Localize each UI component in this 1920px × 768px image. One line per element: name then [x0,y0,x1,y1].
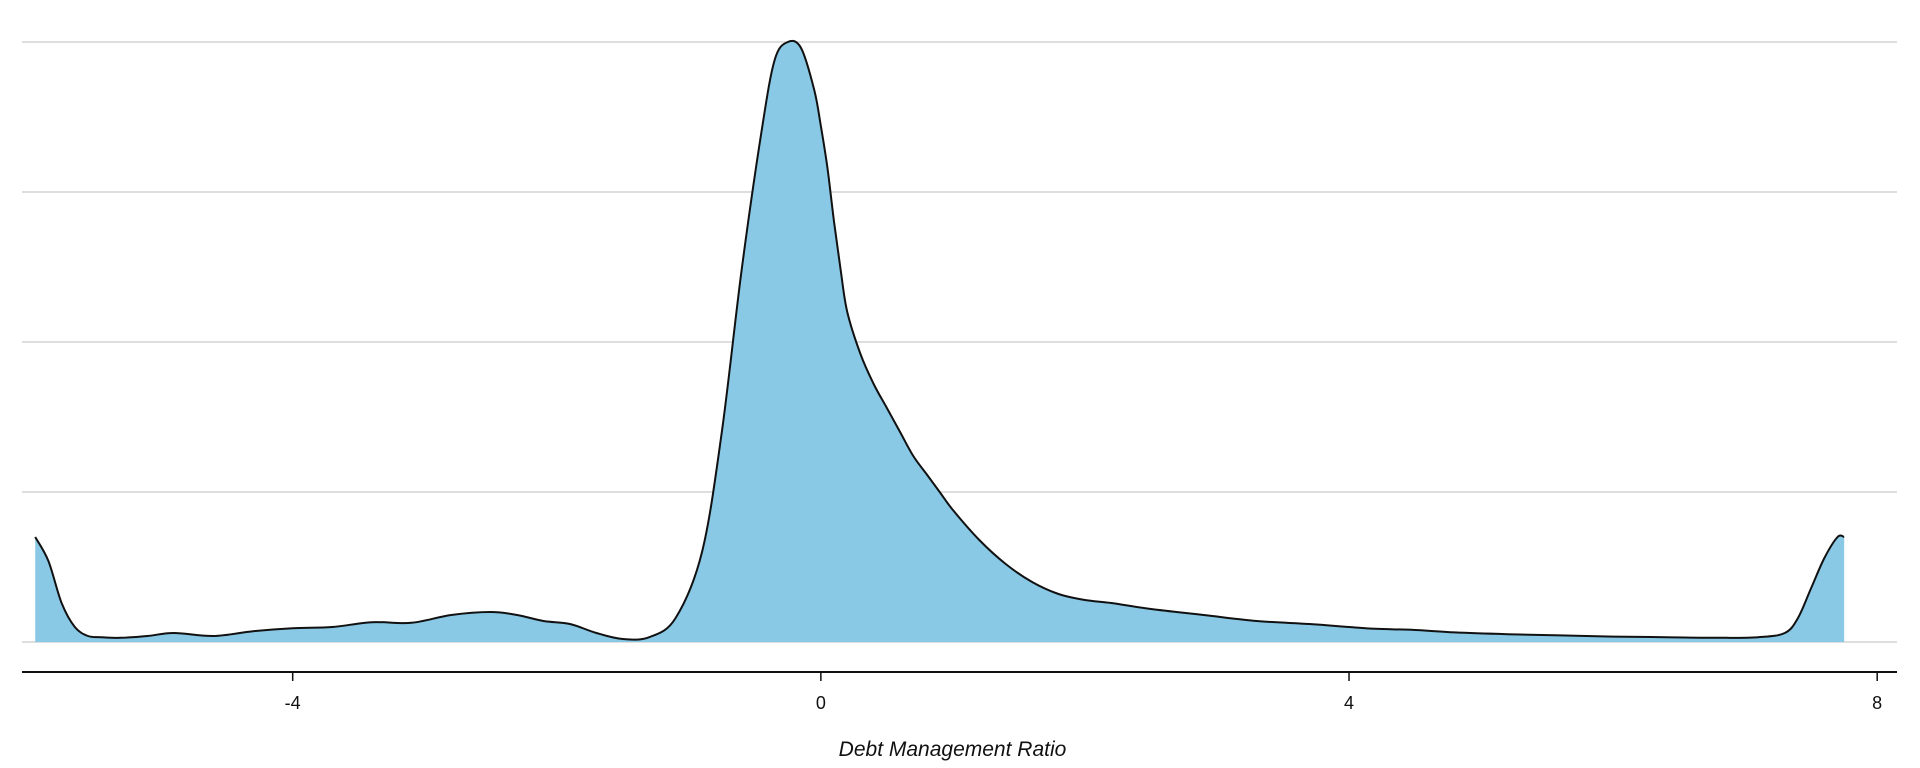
density-curve [34,39,1845,641]
density-area [35,40,1845,642]
x-axis-ticks: -4 0 4 8 [285,672,1882,713]
x-axis-title: Debt Management Ratio [839,738,1067,761]
x-tick-label: 0 [816,693,826,713]
x-tick-label: 8 [1872,693,1882,713]
x-tick-label: -4 [285,693,301,713]
x-tick-label: 4 [1344,693,1354,713]
